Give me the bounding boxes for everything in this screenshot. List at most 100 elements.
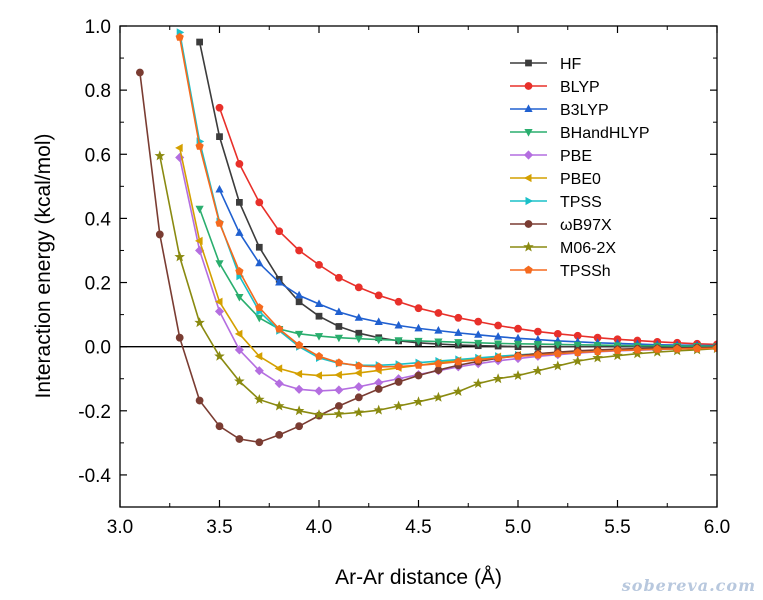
data-point	[255, 198, 264, 207]
data-point	[275, 277, 284, 286]
data-point	[194, 317, 205, 328]
data-point	[514, 324, 522, 333]
data-point	[414, 304, 423, 313]
x-tick-label: 4.5	[405, 517, 431, 538]
data-point	[433, 391, 444, 402]
data-point	[293, 405, 305, 416]
data-point	[493, 340, 503, 349]
legend-entry-2: B3LYP	[510, 102, 609, 119]
x-tick-label: 6.0	[704, 517, 730, 538]
data-point	[295, 246, 303, 255]
data-point	[255, 314, 264, 323]
data-point	[572, 355, 583, 366]
data-point	[235, 228, 244, 236]
data-point	[334, 358, 344, 367]
data-point	[254, 352, 263, 361]
data-point	[472, 378, 484, 389]
series-2	[215, 184, 717, 349]
data-point	[394, 337, 403, 345]
legend-marker	[524, 104, 533, 112]
data-point	[573, 341, 582, 350]
data-point	[255, 303, 264, 312]
x-tick-label: 5.0	[505, 517, 531, 538]
data-point	[313, 409, 325, 420]
data-point	[333, 408, 345, 419]
data-point	[454, 339, 463, 347]
data-point	[155, 230, 164, 239]
data-point	[314, 333, 324, 341]
data-point	[154, 150, 166, 161]
y-tick-label: 0.2	[85, 274, 111, 295]
data-point	[274, 364, 283, 373]
data-point	[532, 365, 544, 376]
data-point	[234, 345, 244, 355]
y-tick-label: -0.2	[78, 402, 111, 423]
series-4	[175, 152, 717, 396]
data-point	[474, 330, 483, 338]
data-point	[414, 323, 423, 332]
data-point	[454, 328, 463, 336]
data-point	[294, 369, 303, 379]
legend-marker	[524, 82, 533, 90]
data-point	[493, 332, 503, 340]
data-point	[374, 317, 383, 325]
data-point	[235, 293, 244, 302]
legend-label: ωB97X	[560, 217, 612, 234]
data-point	[553, 349, 562, 358]
data-point	[354, 283, 363, 292]
data-point	[633, 345, 642, 354]
data-point	[255, 243, 263, 251]
x-tick-label: 5.5	[604, 517, 630, 538]
data-point	[175, 333, 184, 342]
y-axis-title: Interaction energy (kcal/mol)	[32, 134, 55, 399]
data-point	[533, 350, 543, 359]
data-point	[314, 386, 324, 396]
data-point	[314, 351, 324, 360]
data-point	[493, 353, 503, 362]
data-point	[492, 373, 504, 384]
data-point	[255, 438, 264, 447]
legend-marker	[523, 173, 532, 183]
series-line	[159, 155, 717, 416]
data-point	[334, 385, 344, 395]
data-point	[453, 386, 464, 397]
data-point	[234, 375, 245, 386]
legend-label: BLYP	[560, 79, 600, 96]
axis-ticks	[119, 25, 718, 507]
data-point	[414, 360, 423, 369]
data-point	[175, 32, 184, 41]
data-point	[613, 346, 622, 355]
series-line	[218, 189, 717, 347]
data-point	[653, 344, 662, 353]
data-point	[334, 334, 344, 343]
data-point	[215, 184, 224, 193]
x-tick-label: 3.5	[206, 517, 232, 538]
series-line	[178, 37, 717, 368]
legend-label: TPSSh	[560, 263, 611, 280]
data-point	[512, 369, 524, 380]
data-point	[195, 396, 204, 405]
data-point	[414, 337, 423, 346]
legend-marker	[525, 59, 532, 67]
data-point	[315, 312, 323, 320]
series-line	[218, 107, 717, 346]
data-point	[235, 159, 244, 168]
data-point	[434, 309, 443, 317]
data-point	[295, 298, 303, 306]
legend-entry-8: M06-2X	[510, 240, 616, 257]
legend-entry-5: PBE0	[510, 171, 601, 188]
series-layer	[135, 28, 717, 447]
data-point	[494, 321, 502, 330]
data-point	[195, 141, 204, 150]
data-point	[474, 355, 483, 364]
data-point	[354, 361, 363, 370]
watermark-text: sobereva.com	[621, 576, 756, 595]
legend-entry-1: BLYP	[510, 79, 600, 96]
data-point	[294, 330, 304, 339]
legend: HF BLYP B3LYP BHandHLYP PBE PBE0 TPSS ωB97X M06-…	[510, 56, 650, 280]
legend-label: B3LYP	[560, 102, 609, 119]
data-point	[174, 251, 185, 262]
legend-label: TPSS	[560, 194, 602, 211]
plot-frame	[119, 25, 718, 508]
